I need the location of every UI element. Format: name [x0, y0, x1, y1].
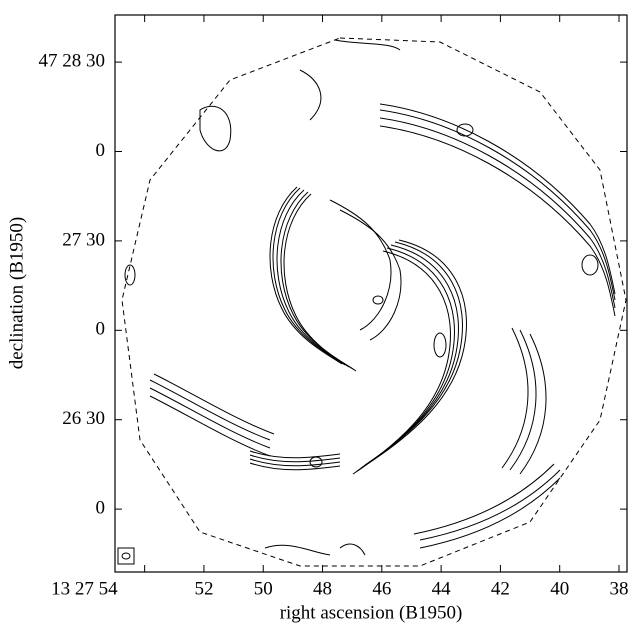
x-tick-label: 50 — [254, 578, 273, 599]
y-tick-label: 0 — [96, 497, 106, 518]
x-tick-label: 13 27 54 — [51, 578, 118, 599]
x-tick-label: 42 — [491, 578, 510, 599]
x-tick-label: 40 — [550, 578, 569, 599]
x-tick-label: 38 — [609, 578, 628, 599]
y-axis-label: declination (B1950) — [6, 217, 27, 370]
y-tick-label: 47 28 30 — [39, 50, 106, 71]
x-tick-label: 46 — [372, 578, 391, 599]
y-tick-label: 27 30 — [62, 229, 105, 250]
x-tick-label: 48 — [313, 578, 332, 599]
y-tick-label: 26 30 — [62, 408, 105, 429]
x-axis-label: right ascension (B1950) — [280, 602, 463, 623]
contours — [117, 37, 627, 567]
y-tick-label: 0 — [96, 140, 106, 161]
x-tick-label: 44 — [432, 578, 452, 599]
x-tick-label: 52 — [194, 578, 213, 599]
plot-frame — [114, 14, 628, 573]
y-tick-label: 0 — [96, 319, 106, 340]
